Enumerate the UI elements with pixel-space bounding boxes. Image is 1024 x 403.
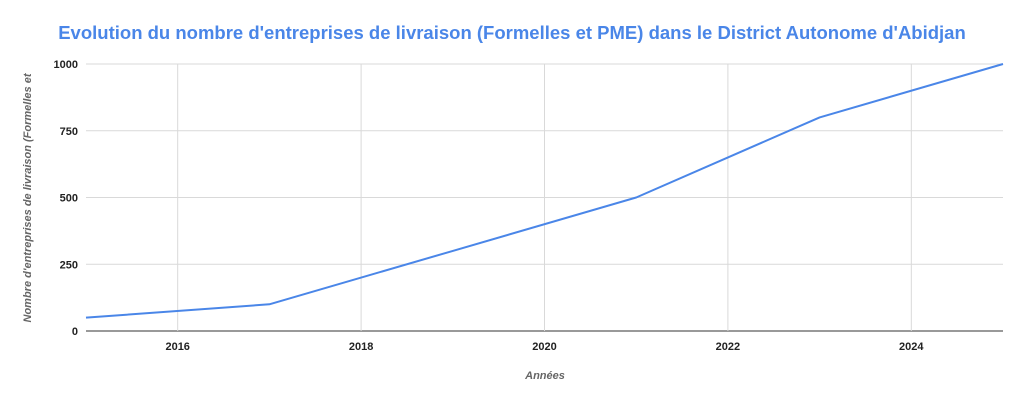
x-tick-label: 2018: [349, 341, 373, 353]
y-tick-label: 250: [60, 259, 78, 271]
chart-title: Evolution du nombre d'entreprises de liv…: [58, 22, 966, 43]
x-tick-label: 2024: [899, 341, 924, 353]
x-tick-label: 2020: [532, 341, 556, 353]
x-axis-label: Années: [524, 370, 565, 382]
gridlines: [86, 63, 1003, 332]
y-tick-label: 500: [60, 193, 78, 205]
x-tick-label: 2022: [716, 341, 740, 353]
y-tick-label: 750: [60, 126, 78, 138]
series-line: [85, 63, 1004, 319]
y-tick-label: 0: [72, 326, 78, 338]
y-axis-ticks: 0 250 500 750 1000: [54, 59, 78, 338]
x-axis-ticks: 2016 2018 2020 2022 2024: [165, 341, 924, 353]
y-tick-label: 1000: [54, 59, 78, 71]
y-axis-label: Nombre d'entreprises de livraison (Forme…: [22, 72, 34, 322]
series-layer: [85, 63, 1004, 319]
x-tick-label: 2016: [165, 341, 189, 353]
